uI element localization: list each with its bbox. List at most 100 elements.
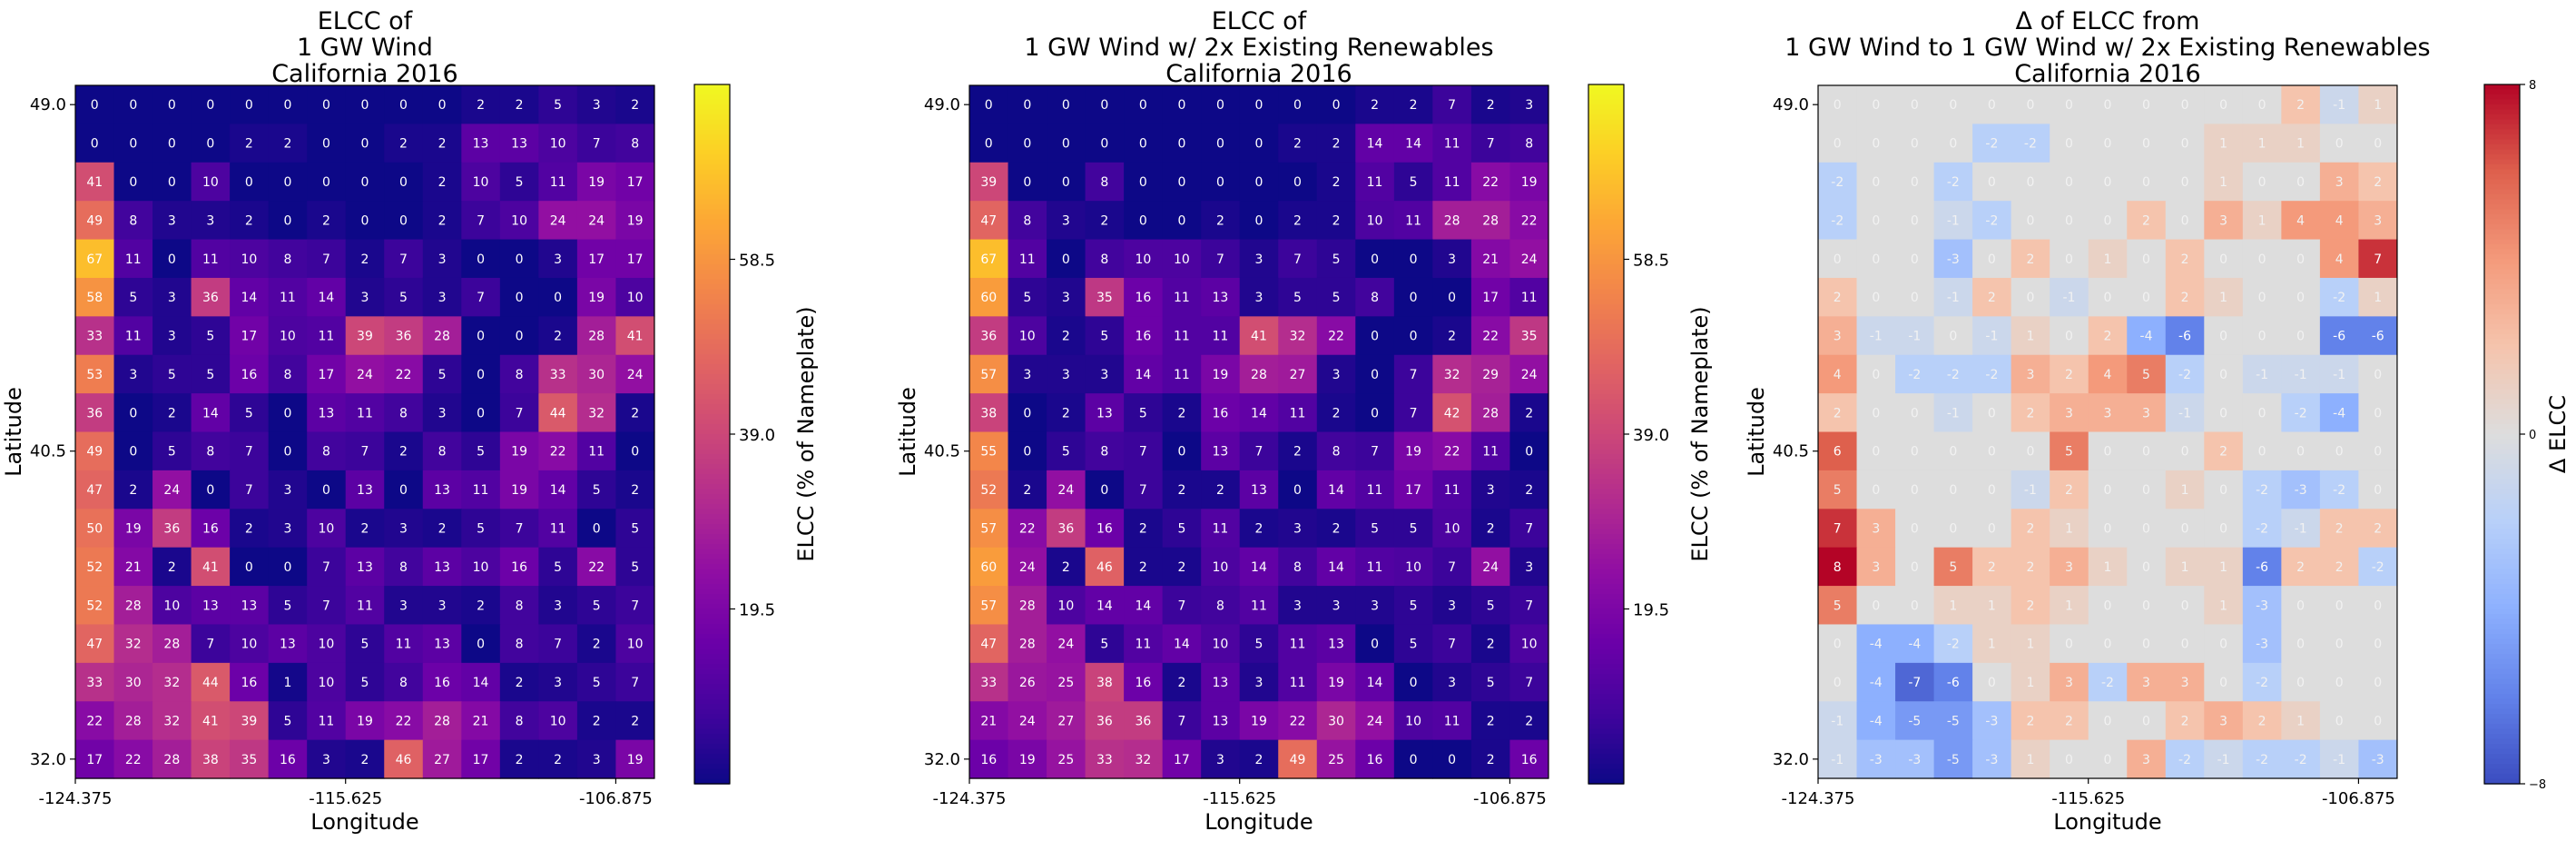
cell-value-label: 0 <box>2374 638 2382 652</box>
colorbar-segment <box>2484 234 2520 241</box>
cell-value-label: 0 <box>1872 98 1880 113</box>
heatmap-cell <box>1085 316 1125 356</box>
heatmap-cell <box>1933 393 1973 433</box>
cell-value-label: 10 <box>1367 213 1383 228</box>
colorbar-segment <box>2484 149 2520 155</box>
cell-value-label: 5 <box>593 676 601 690</box>
cell-value-label: 0 <box>1949 98 1957 113</box>
heatmap-cell <box>191 239 231 279</box>
cell-value-label: 10 <box>319 638 335 652</box>
cell-value-label: 5 <box>438 368 447 382</box>
heatmap-cell <box>152 624 192 664</box>
heatmap-cell <box>1355 509 1395 549</box>
heatmap-cell <box>2165 393 2205 433</box>
heatmap-cell <box>2165 470 2205 510</box>
heatmap-cell <box>2319 662 2360 702</box>
cell-value-label: 22 <box>1521 213 1538 228</box>
y-tick-label: 40.5 <box>1773 442 1809 461</box>
cell-value-label: 10 <box>163 599 180 613</box>
heatmap-cell <box>969 354 1009 394</box>
colorbar-segment <box>694 624 730 630</box>
heatmap-cell <box>1393 354 1433 394</box>
heatmap-cell <box>1239 124 1279 163</box>
cell-value-label: 0 <box>1100 98 1108 113</box>
cell-value-label: 0 <box>1410 252 1418 267</box>
heatmap-cell <box>1008 239 1047 279</box>
heatmap-cell <box>1047 624 1086 664</box>
heatmap-cell <box>2011 239 2050 279</box>
cell-value-label: -3 <box>1908 753 1921 767</box>
cell-value-label: 0 <box>2258 291 2266 305</box>
colorbar-segment <box>694 359 730 365</box>
cell-value-label: 0 <box>1023 98 1031 113</box>
cell-value-label: 39 <box>241 714 257 728</box>
heatmap-cell <box>1355 547 1395 587</box>
heatmap-cell <box>615 85 655 124</box>
heatmap-cell <box>113 124 153 163</box>
cell-value-label: 2 <box>1100 213 1108 228</box>
heatmap-cell <box>2204 431 2244 471</box>
cell-value-label: 5 <box>516 175 524 190</box>
heatmap-frame <box>1817 84 2398 779</box>
cell-value-label: 0 <box>2026 213 2034 228</box>
heatmap-cell <box>2281 431 2321 471</box>
heatmap-cell <box>1509 316 1549 356</box>
heatmap-cell <box>2011 547 2050 587</box>
cell-value-label: 0 <box>477 330 485 344</box>
cell-value-label: 8 <box>283 368 291 382</box>
colorbar-segment <box>2484 264 2520 271</box>
heatmap-cell <box>1470 124 1511 163</box>
heatmap-cell <box>2011 124 2050 163</box>
heatmap-cell <box>1509 739 1549 779</box>
y-tick-label: 40.5 <box>30 442 66 461</box>
heatmap-cell <box>576 586 617 626</box>
heatmap-cell <box>2127 85 2167 124</box>
colorbar-segment <box>694 429 730 435</box>
heatmap-cell <box>576 701 617 741</box>
heatmap-cell <box>1818 239 1858 279</box>
cell-value-label: 0 <box>554 291 562 305</box>
heatmap-cell <box>1856 393 1896 433</box>
heatmap-cell <box>969 239 1009 279</box>
heatmap-cell <box>1972 431 2012 471</box>
heatmap-cell <box>113 662 153 702</box>
cell-value-label: -6 <box>1947 676 1960 690</box>
cell-value-label: 0 <box>516 252 524 267</box>
cell-value-label: 22 <box>1482 330 1499 344</box>
colorbar-segment <box>2484 474 2520 480</box>
colorbar-segment <box>2484 359 2520 365</box>
cell-value-label: 0 <box>477 406 485 420</box>
heatmap-cell <box>384 239 424 279</box>
cell-value-label: 7 <box>1834 521 1842 536</box>
colorbar-segment <box>1588 484 1624 490</box>
heatmap-cell <box>191 124 231 163</box>
cell-value-label: 47 <box>980 638 997 652</box>
heatmap-cell <box>268 316 308 356</box>
colorbar-segment <box>1588 579 1624 585</box>
cell-value-label: 0 <box>2219 368 2227 382</box>
heatmap-cell <box>1355 316 1395 356</box>
cell-value-label: 2 <box>361 753 369 767</box>
cell-value-label: 0 <box>1949 483 1957 498</box>
cell-value-label: 5 <box>2142 368 2150 382</box>
heatmap-cell <box>307 201 347 241</box>
colorbar-segment <box>1588 758 1624 765</box>
cell-value-label: 28 <box>1019 638 1036 652</box>
heatmap-cell <box>1509 354 1549 394</box>
cell-value-label: 2 <box>516 98 524 113</box>
cell-value-label: 0 <box>2104 638 2112 652</box>
heatmap-cell <box>2088 547 2128 587</box>
cell-value-label: -4 <box>1870 638 1883 652</box>
heatmap-cell <box>1972 586 2012 626</box>
cell-value-label: 14 <box>1135 599 1151 613</box>
heatmap-cell <box>1008 354 1047 394</box>
cell-value-label: 33 <box>86 330 103 344</box>
colorbar-segment <box>694 324 730 331</box>
cell-value-label: 0 <box>1062 252 1070 267</box>
colorbar-segment <box>2484 544 2520 550</box>
colorbar-segment <box>694 529 730 535</box>
colorbar-segment <box>1588 628 1624 635</box>
heatmap-cell <box>75 431 115 471</box>
cell-value-label: 21 <box>1482 252 1499 267</box>
colorbar-segment <box>2484 334 2520 341</box>
